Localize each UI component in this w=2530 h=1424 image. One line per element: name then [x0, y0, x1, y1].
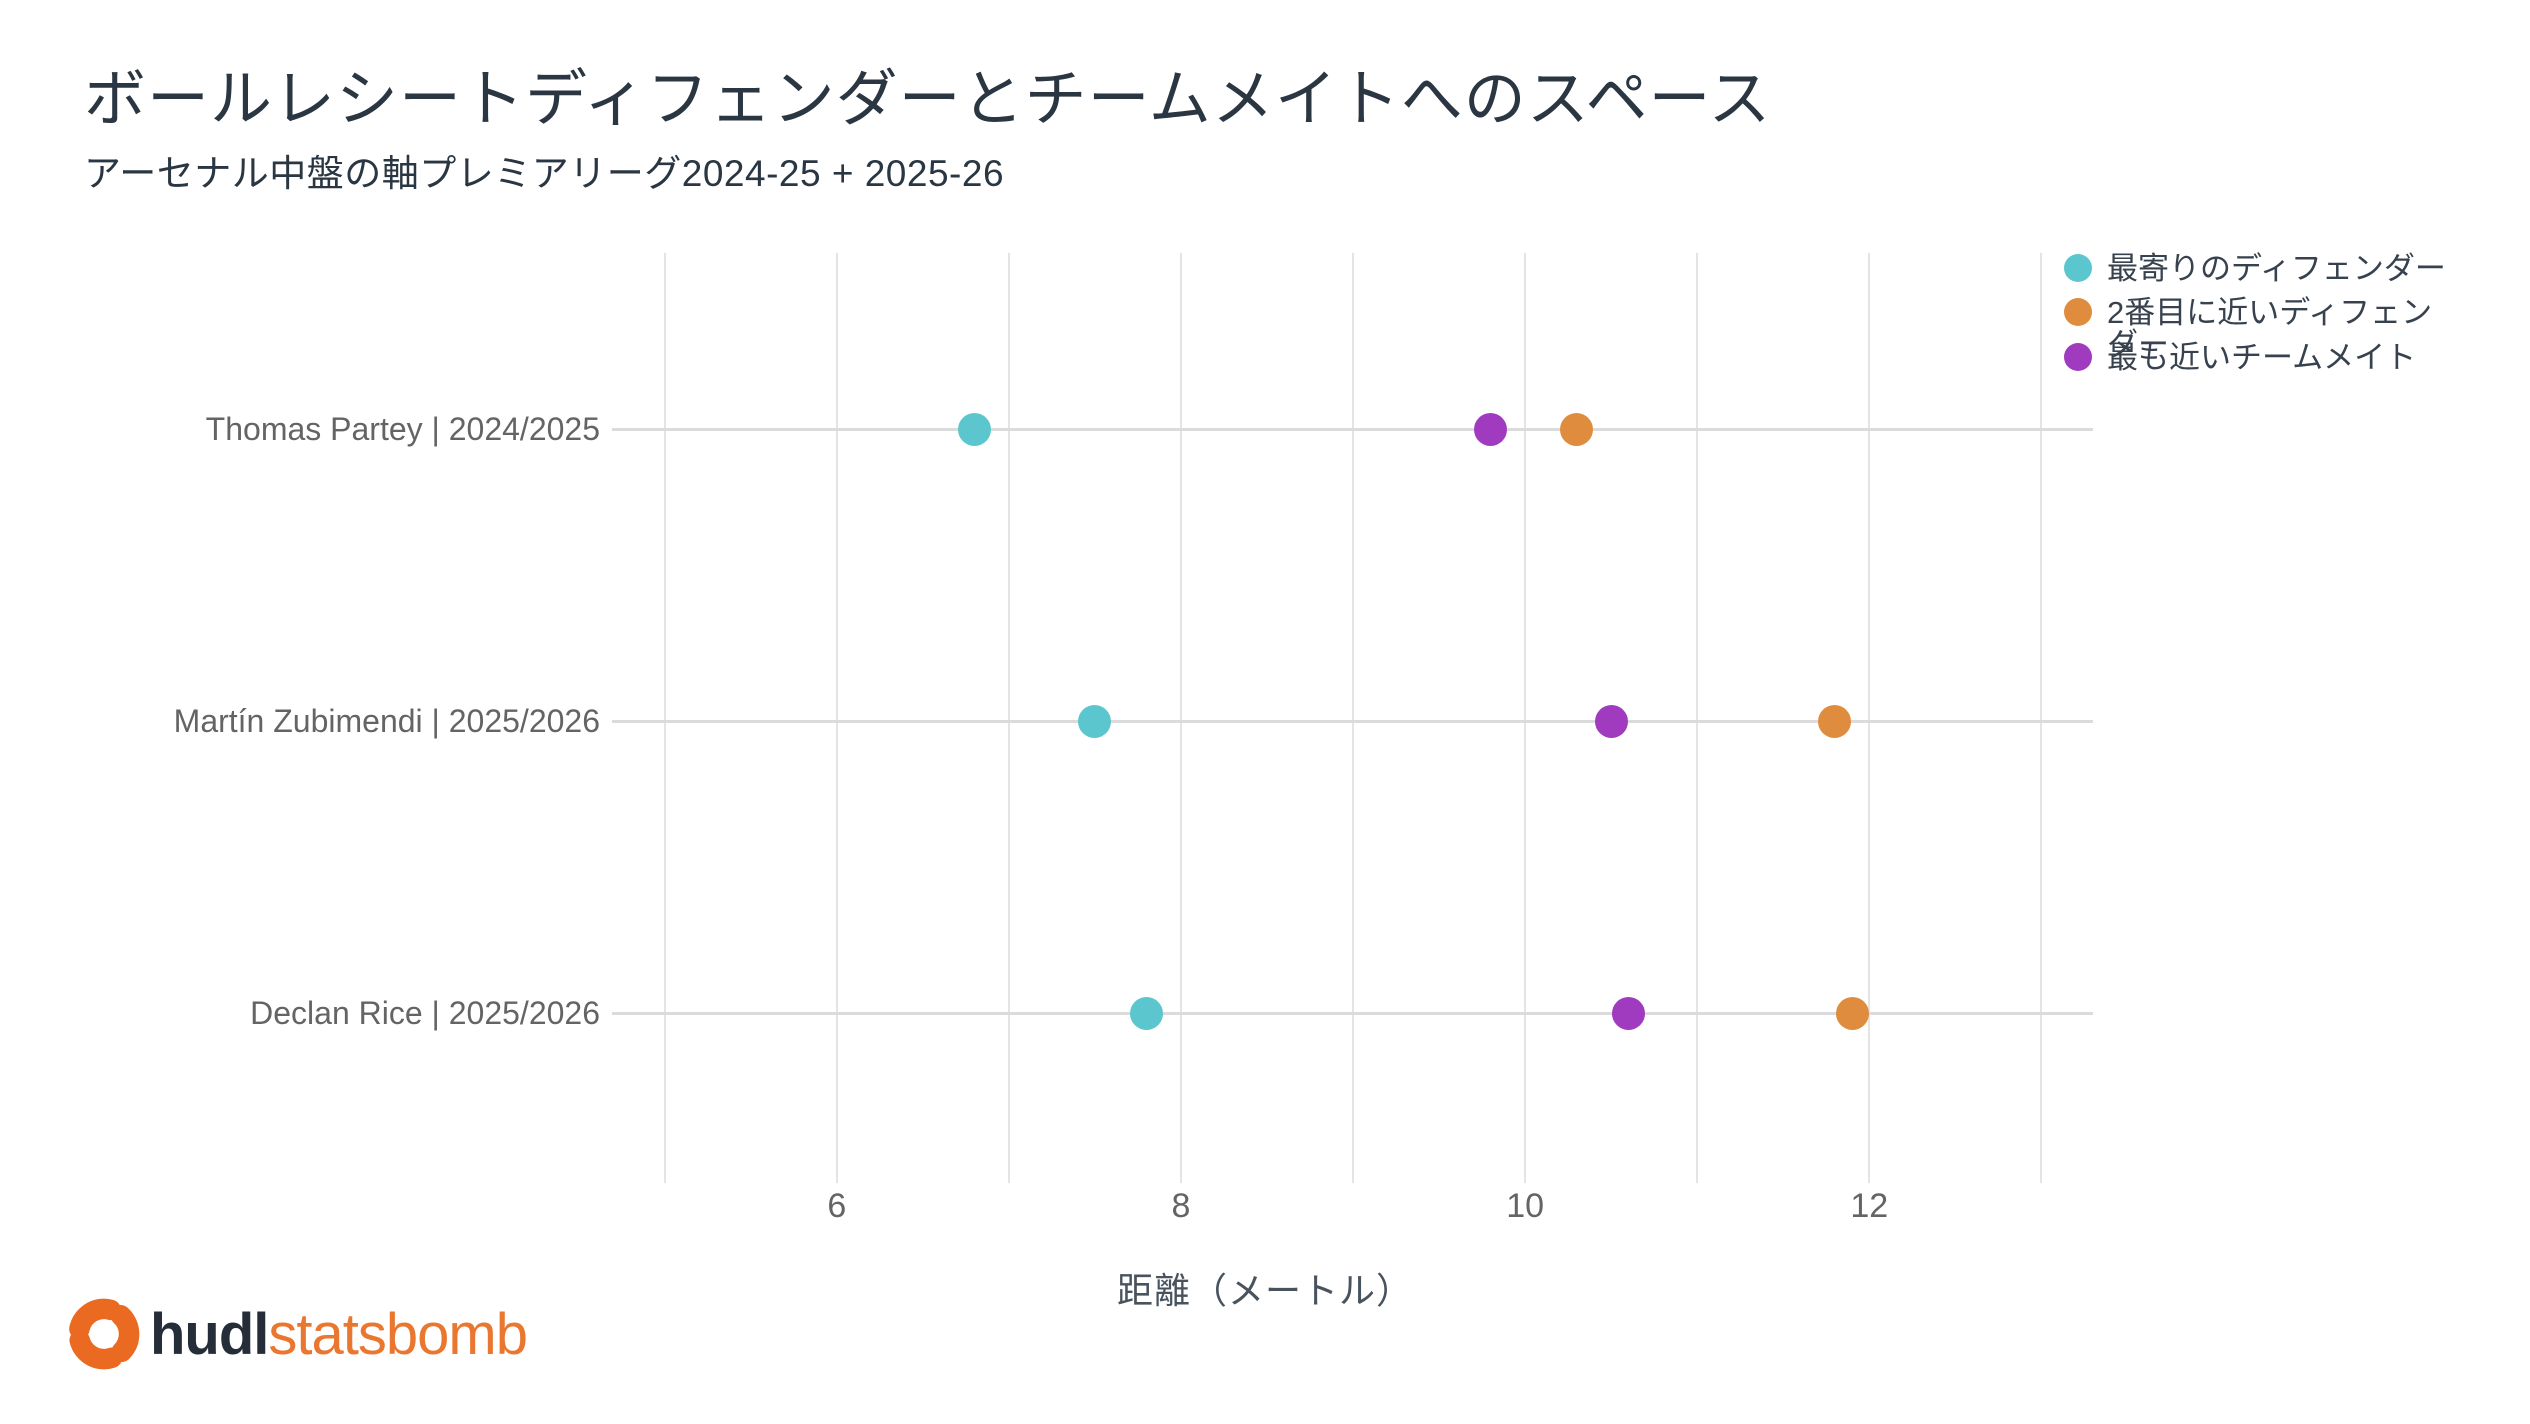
x-gridline	[1696, 253, 1699, 1183]
data-point	[1835, 996, 1869, 1030]
category-row-line	[612, 1012, 2093, 1015]
x-tick-label: 6	[827, 1187, 847, 1225]
data-point	[1130, 996, 1164, 1030]
hudl-wordmark: hudl	[150, 1301, 269, 1367]
data-point	[1474, 412, 1508, 446]
x-gridline	[1524, 253, 1527, 1183]
x-axis-title: 距離（メートル）	[1116, 1270, 1413, 1311]
category-row-line	[612, 720, 2093, 723]
x-gridline	[2040, 253, 2043, 1183]
x-tick-label: 12	[1850, 1187, 1889, 1225]
data-point	[1594, 704, 1628, 738]
x-gridline	[663, 253, 666, 1183]
data-point	[957, 412, 991, 446]
data-point	[1078, 704, 1112, 738]
x-gridline	[835, 253, 838, 1183]
x-tick-label: 10	[1506, 1187, 1545, 1225]
statsbomb-logo: hudl statsbomb	[66, 1296, 528, 1372]
hudl-logo-icon	[68, 1298, 140, 1370]
data-point	[1560, 412, 1594, 446]
x-tick-label: 8	[1171, 1187, 1191, 1225]
chart-title: ボールレシートディフェンダーとチームメイトへのスペース	[84, 65, 1772, 134]
y-axis-label: Declan Rice | 2025/2026	[250, 995, 600, 1031]
statsbomb-wordmark: statsbomb	[268, 1301, 528, 1367]
chart-subtitle: アーセナル中盤の軸プレミアリーグ2024-25 + 2025-26	[84, 153, 1005, 194]
y-axis-label: Thomas Partey | 2024/2025	[205, 411, 600, 447]
x-gridline	[1352, 253, 1355, 1183]
data-point	[1818, 704, 1852, 738]
x-gridline	[1179, 253, 1182, 1183]
y-axis-label: Martín Zubimendi | 2025/2026	[173, 703, 600, 739]
data-point	[1611, 996, 1645, 1030]
category-row-line	[612, 428, 2093, 431]
x-gridline	[1007, 253, 1010, 1183]
x-gridline	[1868, 253, 1871, 1183]
